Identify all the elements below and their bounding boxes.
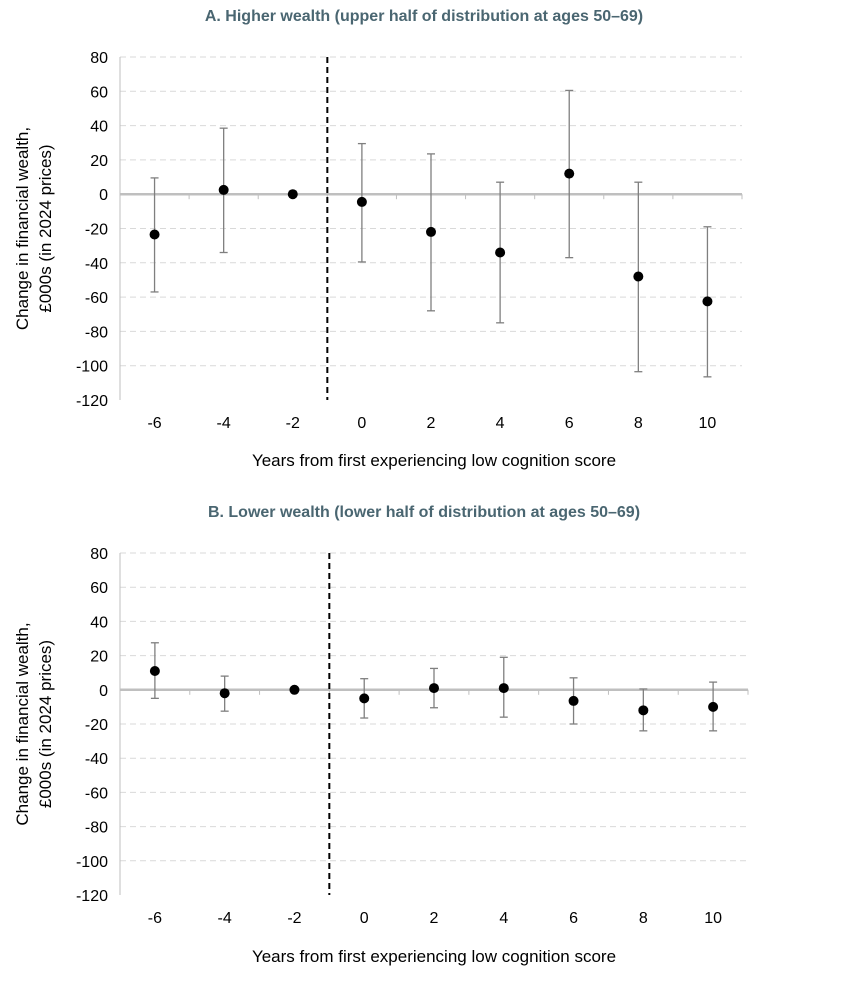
x-tick-label: 4 [499,910,508,927]
x-tick-label: 8 [634,415,643,432]
chart-panel-a: A. Higher wealth (upper half of distribu… [13,8,743,470]
y-tick-label: 20 [90,153,108,170]
x-tick-label: 2 [430,910,439,927]
x-tick-label: 2 [427,415,436,432]
x-tick-label: 6 [565,415,574,432]
x-tick-label: -4 [218,910,232,927]
y-tick-label: 80 [90,50,108,67]
x-tick-label: 0 [357,415,366,432]
y-tick-label: 40 [90,614,108,631]
data-point [219,688,230,699]
y-tick-label: 20 [90,649,108,666]
x-tick-label: 10 [699,415,717,432]
data-point [495,247,506,258]
data-point [708,701,719,712]
data-point [638,705,649,716]
y-tick-label: -120 [76,888,108,905]
y-tick-label: 60 [90,84,108,101]
y-tick-label: 0 [99,187,108,204]
data-point [633,271,644,282]
x-tick-label: 6 [569,910,578,927]
x-tick-label: -2 [287,910,301,927]
y-tick-label: -100 [76,854,108,871]
y-tick-label: -80 [85,324,108,341]
x-tick-label: -6 [148,910,162,927]
data-point [149,665,160,676]
data-point [568,695,579,706]
y-tick-label: -40 [85,751,108,768]
y-axis-label-line-1: Change in financial wealth, [13,127,32,330]
data-point [287,189,298,200]
y-tick-label: 40 [90,119,108,136]
data-point [218,184,229,195]
x-tick-label: -2 [286,415,300,432]
y-axis-label-line-1: Change in financial wealth, [13,622,32,825]
data-point [356,196,367,207]
y-axis-label-line-2: £000s (in 2024 prices) [36,144,55,312]
data-point [564,168,575,179]
y-tick-label: 0 [99,683,108,700]
x-axis-label: Years from first experiencing low cognit… [252,947,616,966]
chart-title: A. Higher wealth (upper half of distribu… [205,8,643,25]
x-tick-label: 8 [639,910,648,927]
y-tick-label: -100 [76,359,108,376]
data-point [359,693,370,704]
x-tick-label: -6 [147,415,161,432]
x-axis-label: Years from first experiencing low cognit… [252,451,616,470]
y-tick-label: -60 [85,290,108,307]
y-tick-label: -80 [85,820,108,837]
data-point [289,684,300,695]
x-tick-label: 10 [704,910,722,927]
data-point [429,683,439,694]
y-tick-label: 60 [90,580,108,597]
x-tick-label: -4 [217,415,231,432]
y-tick-label: -20 [85,717,108,734]
y-axis-label-line-2: £000s (in 2024 prices) [36,640,55,808]
y-tick-label: 80 [90,546,108,563]
data-point [426,226,436,237]
chart-panel-b: B. Lower wealth (lower half of distribut… [13,504,749,966]
y-tick-label: -60 [85,785,108,802]
y-tick-label: -20 [85,222,108,239]
x-tick-label: 0 [360,910,369,927]
x-tick-label: 4 [496,415,505,432]
y-tick-label: -40 [85,256,108,273]
data-point [498,683,509,694]
data-point [702,296,713,307]
data-point [149,229,160,240]
chart-title: B. Lower wealth (lower half of distribut… [208,504,640,521]
y-tick-label: -120 [76,393,108,410]
